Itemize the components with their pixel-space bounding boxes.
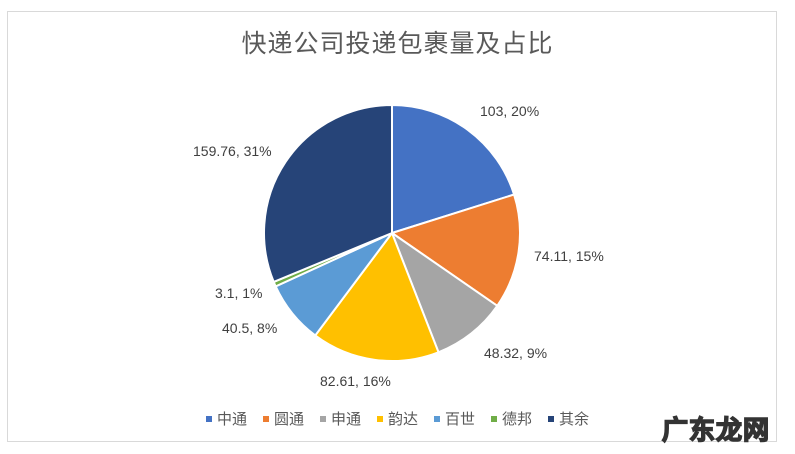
data-label-debang: 3.1, 1% (215, 285, 263, 301)
legend-item-yunda: 韵达 (376, 408, 418, 429)
data-label-qiyu: 159.76, 31% (193, 143, 272, 159)
legend-swatch (548, 415, 555, 422)
data-label-shentong: 48.32, 9% (484, 345, 548, 361)
pie-slice-3 (313, 230, 440, 362)
legend-swatch (376, 415, 383, 422)
data-label-yunda: 82.61, 16% (320, 373, 391, 389)
legend-swatch (319, 415, 326, 422)
legend-item-debang: 德邦 (491, 408, 532, 429)
chart-legend: 中通 圆通 申通 韵达 百世 德邦 其余 (0, 408, 795, 429)
legend-item-yuantong: 圆通 (262, 408, 304, 429)
watermark-logo: 广东龙网 (661, 414, 771, 446)
pie-slice-0 (391, 103, 516, 235)
pie-slice-2 (389, 230, 499, 354)
data-label-yuantong: 74.11, 15% (534, 248, 604, 264)
chart-title: 快递公司投递包裹量及占比 (241, 30, 554, 58)
legend-item-shentong: 申通 (319, 408, 361, 429)
legend-item-zhongtong: 中通 (205, 408, 247, 429)
legend-swatch (434, 415, 440, 422)
legend-item-qiyu: 其余 (548, 408, 589, 429)
legend-swatch (262, 415, 269, 422)
legend-swatch (491, 415, 498, 422)
pie-slice-1 (389, 193, 521, 308)
data-label-baishi: 40.5, 8% (222, 320, 278, 336)
data-label-zhongtong: 103, 20% (480, 103, 540, 119)
legend-swatch (205, 415, 212, 422)
pie-slice-6 (263, 103, 393, 284)
legend-item-baishi: 百世 (434, 408, 475, 429)
